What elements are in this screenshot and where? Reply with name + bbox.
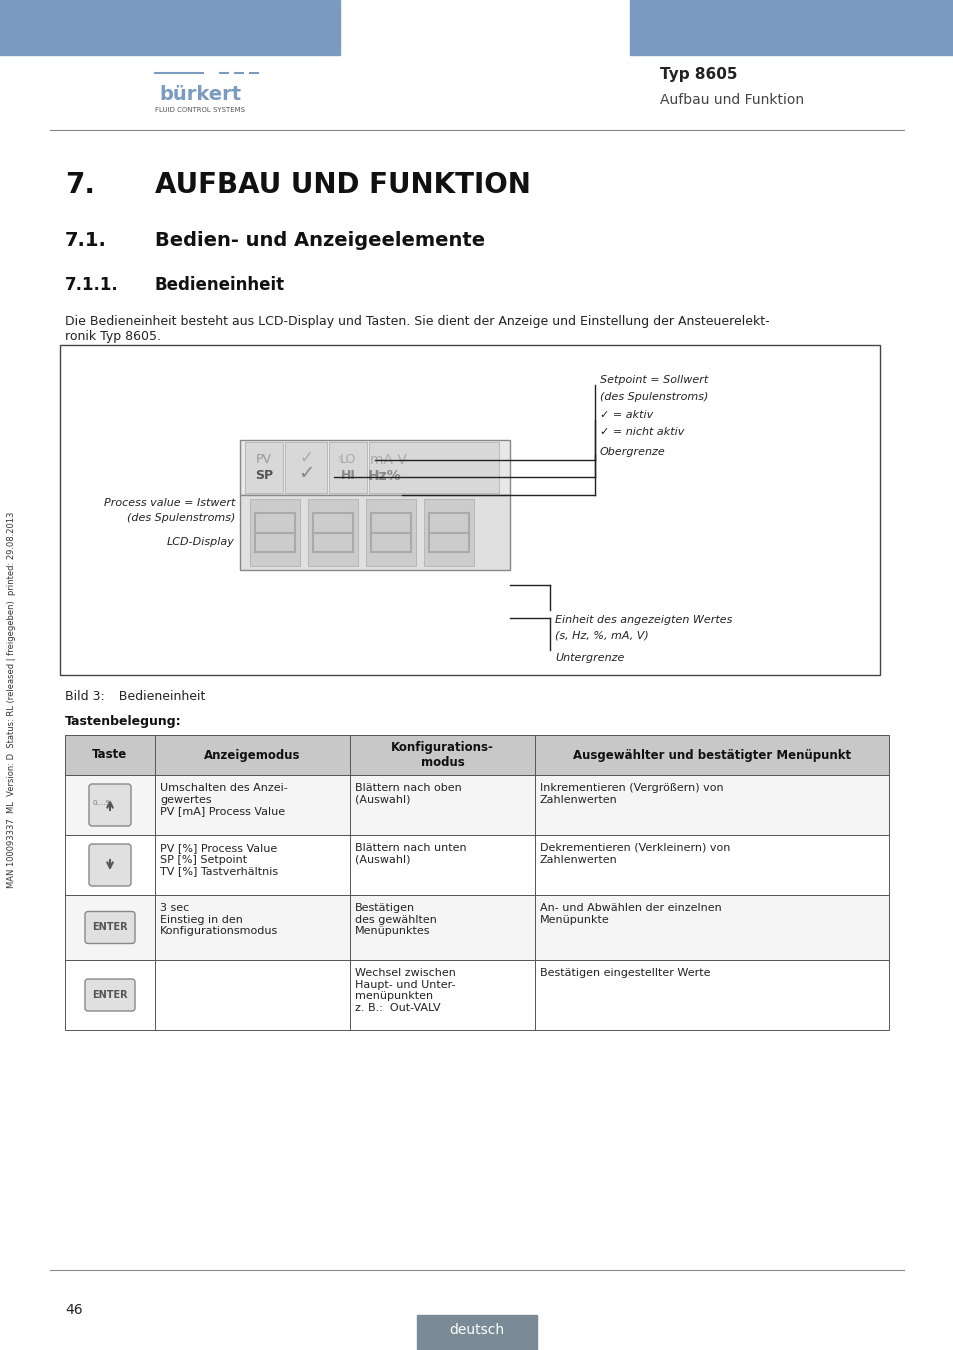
Bar xyxy=(240,440,510,495)
Text: (des Spulenstroms): (des Spulenstroms) xyxy=(599,392,708,402)
FancyBboxPatch shape xyxy=(85,911,135,944)
Text: deutsch: deutsch xyxy=(449,1323,504,1336)
Bar xyxy=(65,734,888,775)
Text: Tastenbelegung:: Tastenbelegung: xyxy=(65,716,181,728)
Text: Obergrenze: Obergrenze xyxy=(599,447,665,458)
Text: Inkrementieren (Vergrößern) von
Zahlenwerten: Inkrementieren (Vergrößern) von Zahlenwe… xyxy=(539,783,723,805)
Text: ✓: ✓ xyxy=(297,464,314,483)
Text: LO: LO xyxy=(339,454,355,466)
Bar xyxy=(65,960,888,1030)
Text: bürkert: bürkert xyxy=(159,85,241,104)
Bar xyxy=(285,441,327,493)
Bar xyxy=(369,441,498,493)
Text: Bedien- und Anzeigeelemente: Bedien- und Anzeigeelemente xyxy=(154,231,485,250)
FancyBboxPatch shape xyxy=(89,784,131,826)
Bar xyxy=(423,500,474,566)
Text: Blättern nach unten
(Auswahl): Blättern nach unten (Auswahl) xyxy=(355,842,466,864)
Bar xyxy=(65,775,888,836)
Text: Die Bedieneinheit besteht aus LCD-Display und Tasten. Sie dient der Anzeige und : Die Bedieneinheit besteht aus LCD-Displa… xyxy=(65,315,769,328)
Text: PV: PV xyxy=(255,454,272,466)
Text: ENTER: ENTER xyxy=(92,922,128,933)
Bar xyxy=(245,441,283,493)
Text: (des Spulenstroms): (des Spulenstroms) xyxy=(127,513,234,522)
Text: 7.1.: 7.1. xyxy=(65,231,107,250)
Text: Bild 3:     Bedieneinheit: Bild 3: Bedieneinheit xyxy=(65,690,205,703)
Text: 46: 46 xyxy=(65,1303,83,1318)
Text: LCD-Display: LCD-Display xyxy=(167,537,234,547)
Text: 7.1.1.: 7.1.1. xyxy=(65,275,118,294)
Bar xyxy=(416,1315,537,1350)
Bar xyxy=(240,495,510,570)
Text: SP: SP xyxy=(254,468,273,482)
FancyBboxPatch shape xyxy=(85,979,135,1011)
Bar xyxy=(329,441,367,493)
Bar xyxy=(0,0,339,55)
Text: Hz%: Hz% xyxy=(368,468,401,482)
Text: Blättern nach oben
(Auswahl): Blättern nach oben (Auswahl) xyxy=(355,783,461,805)
Bar xyxy=(65,895,888,960)
Bar xyxy=(308,500,357,566)
Text: (s, Hz, %, mA, V): (s, Hz, %, mA, V) xyxy=(555,630,648,641)
Text: Bestätigen eingestellter Werte: Bestätigen eingestellter Werte xyxy=(539,968,710,977)
Text: AUFBAU UND FUNKTION: AUFBAU UND FUNKTION xyxy=(154,171,530,198)
Bar xyxy=(250,500,299,566)
Text: ronik Typ 8605.: ronik Typ 8605. xyxy=(65,329,161,343)
Text: ✓: ✓ xyxy=(298,448,313,467)
Text: ✓ = aktiv: ✓ = aktiv xyxy=(599,410,653,420)
Text: PV [%] Process Value
SP [%] Setpoint
TV [%] Tastverhältnis: PV [%] Process Value SP [%] Setpoint TV … xyxy=(160,842,278,876)
Text: Untergrenze: Untergrenze xyxy=(555,653,623,663)
Text: Wechsel zwischen
Haupt- und Unter-
menüpunkten
z. B.:  Out-VALV: Wechsel zwischen Haupt- und Unter- menüp… xyxy=(355,968,456,1012)
Bar xyxy=(60,346,879,675)
Text: s: s xyxy=(337,455,342,464)
Text: Setpoint = Sollwert: Setpoint = Sollwert xyxy=(599,375,707,385)
Bar xyxy=(629,0,953,55)
Text: Process value = Istwert: Process value = Istwert xyxy=(104,498,234,508)
Text: mA V: mA V xyxy=(369,452,406,467)
Text: Bedieneinheit: Bedieneinheit xyxy=(154,275,285,294)
Text: Taste: Taste xyxy=(92,748,128,761)
FancyBboxPatch shape xyxy=(89,844,131,886)
Text: Anzeigemodus: Anzeigemodus xyxy=(204,748,300,761)
Text: Dekrementieren (Verkleinern) von
Zahlenwerten: Dekrementieren (Verkleinern) von Zahlenw… xyxy=(539,842,730,864)
Bar xyxy=(366,500,416,566)
Text: Konfigurations-
modus: Konfigurations- modus xyxy=(391,741,494,770)
Text: An- und Abwählen der einzelnen
Menüpunkte: An- und Abwählen der einzelnen Menüpunkt… xyxy=(539,903,721,925)
Text: Einheit des angezeigten Wertes: Einheit des angezeigten Wertes xyxy=(555,616,732,625)
Text: 0....9: 0....9 xyxy=(92,801,111,806)
Bar xyxy=(65,836,888,895)
Text: 3 sec
Einstieg in den
Konfigurationsmodus: 3 sec Einstieg in den Konfigurationsmodu… xyxy=(160,903,278,936)
Text: 7.: 7. xyxy=(65,171,95,198)
Text: MAN 100093337  ML  Version: D  Status: RL (released | freigegeben)  printed: 29.: MAN 100093337 ML Version: D Status: RL (… xyxy=(8,512,16,888)
Text: HI: HI xyxy=(340,468,355,482)
Text: Bestätigen
des gewählten
Menüpunktes: Bestätigen des gewählten Menüpunktes xyxy=(355,903,436,936)
Text: ENTER: ENTER xyxy=(92,990,128,1000)
Text: Aufbau und Funktion: Aufbau und Funktion xyxy=(659,93,803,107)
Text: Ausgewählter und bestätigter Menüpunkt: Ausgewählter und bestätigter Menüpunkt xyxy=(573,748,850,761)
Text: ✓ = nicht aktiv: ✓ = nicht aktiv xyxy=(599,427,683,437)
Text: Umschalten des Anzei-
gewertes
PV [mA] Process Value: Umschalten des Anzei- gewertes PV [mA] P… xyxy=(160,783,288,817)
Text: Typ 8605: Typ 8605 xyxy=(659,68,737,82)
Text: FLUID CONTROL SYSTEMS: FLUID CONTROL SYSTEMS xyxy=(154,107,245,113)
